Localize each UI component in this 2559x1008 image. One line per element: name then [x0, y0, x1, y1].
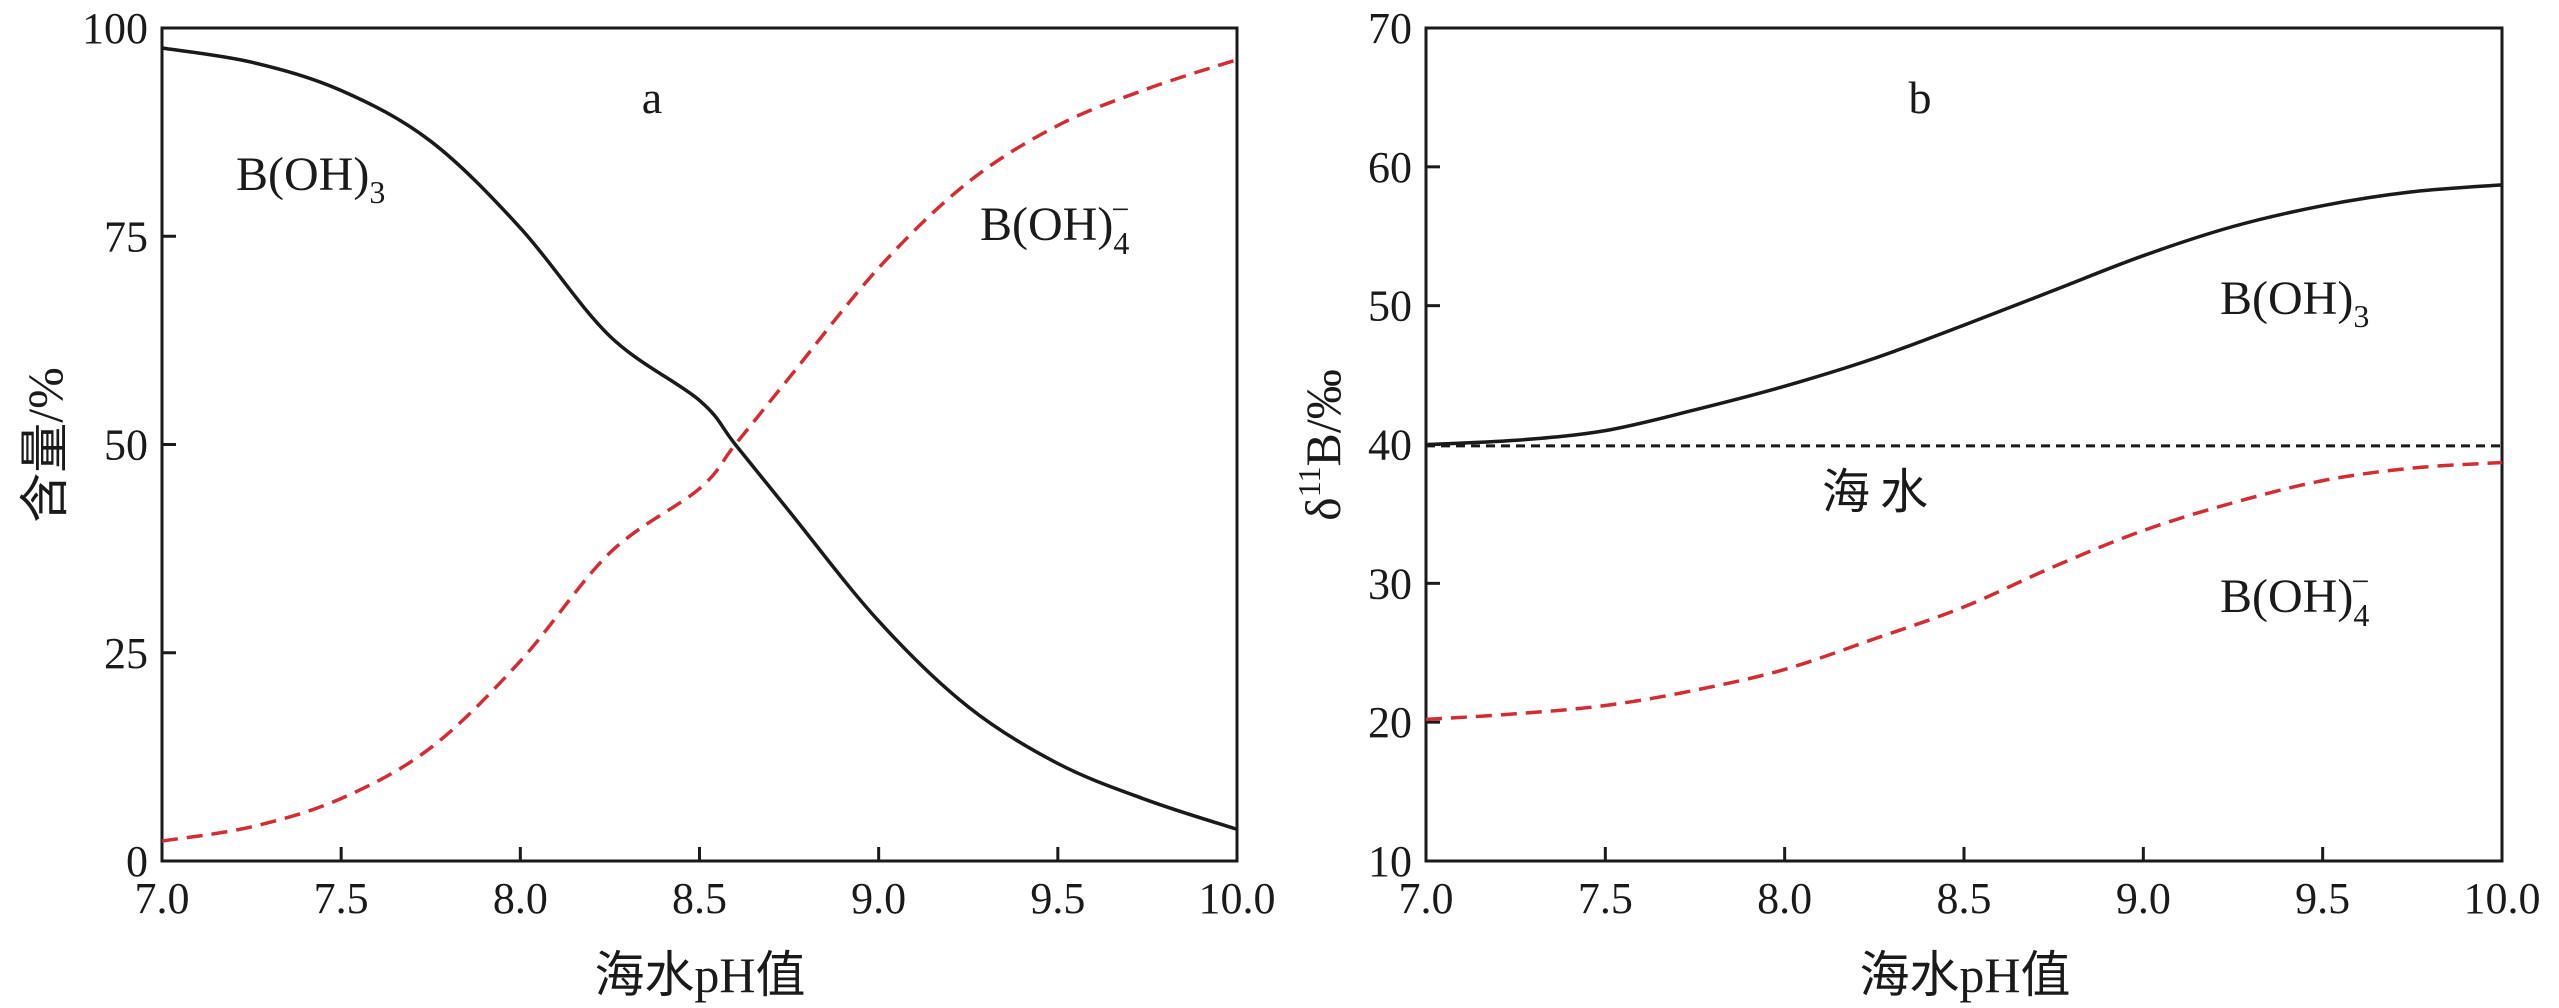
y-tick-label: 10 [1368, 837, 1412, 886]
panel-b-plot-frame [1424, 26, 2504, 863]
panel-a-y-axis-title: 含量/% [17, 367, 73, 523]
y-tick-label: 30 [1368, 559, 1412, 608]
panel-b-ticks: 7.0 7.5 8.0 8.5 9.0 9.5 10.0 10 20 30 40 50 60 70 [1368, 4, 2541, 923]
y-tick-label: 40 [1368, 421, 1412, 470]
y-tick-label: 60 [1368, 143, 1412, 192]
boric-acid-series-line [161, 46, 1238, 831]
panel-b-chart: 7.0 7.5 8.0 8.5 9.0 9.5 10.0 10 20 30 40 50 60 70 b B… [1291, 4, 2541, 1003]
panel-b-series [1425, 183, 2503, 722]
panel-b-letter: b [1909, 72, 1932, 123]
borate-series-line [1425, 460, 2503, 722]
x-tick-label: 7.0 [1399, 874, 1454, 923]
x-tick-label: 9.5 [2295, 874, 2350, 923]
x-tick-label: 7.5 [1578, 874, 1633, 923]
y-tick-label: 20 [1368, 698, 1412, 747]
panel-a-chart: 7.0 7.5 8.0 8.5 9.0 9.5 10.0 0 25 50 75 100 a B(OH)… [17, 4, 1276, 1003]
x-tick-label: 9.0 [851, 874, 906, 923]
panel-b-seawater-label: 海水 [1822, 466, 1938, 519]
panel-a-ticks: 7.0 7.5 8.0 8.5 9.0 9.5 10.0 0 25 50 75 100 [82, 4, 1276, 923]
y-tick-label: 50 [104, 421, 148, 470]
panel-a-x-axis-title: 海水pH值 [594, 947, 805, 1003]
x-tick-label: 8.0 [1757, 874, 1812, 923]
panel-a-letter: a [642, 72, 662, 123]
y-tick-label: 100 [82, 4, 148, 53]
panel-b-y-axis-delta: δ [1295, 497, 1351, 521]
panel-b-y-axis-superscript: 11 [1291, 466, 1327, 497]
y-tick-label: 75 [104, 212, 148, 261]
panel-b-x-axis-title: 海水pH值 [1859, 947, 2070, 1003]
x-tick-label: 9.5 [1030, 874, 1085, 923]
panel-a-borate-label: B(OH)4− [980, 191, 1129, 261]
x-tick-label: 8.5 [1937, 874, 1992, 923]
x-tick-label: 7.0 [135, 874, 190, 923]
y-tick-label: 70 [1368, 4, 1412, 53]
x-tick-label: 9.0 [2116, 874, 2171, 923]
x-tick-label: 7.5 [314, 874, 369, 923]
x-tick-label: 8.0 [493, 874, 548, 923]
x-tick-label: 10.0 [2464, 874, 2541, 923]
y-tick-label: 0 [126, 837, 148, 886]
x-tick-label: 8.5 [672, 874, 727, 923]
boric-acid-series-line [1425, 183, 2503, 447]
x-tick-label: 10.0 [1199, 874, 1276, 923]
panel-b-y-axis-title: δ11B/‰ [1291, 369, 1351, 521]
y-tick-label: 25 [104, 629, 148, 678]
panel-b-borate-label: B(OH)4− [2220, 563, 2369, 633]
panel-a-boric-acid-label: B(OH)3 [236, 148, 385, 210]
panel-b-y-axis-rest: B/‰ [1295, 369, 1351, 466]
panel-b-boric-acid-label: B(OH)3 [2220, 272, 2369, 334]
y-tick-label: 50 [1368, 282, 1412, 331]
panel-a-series [161, 46, 1238, 843]
borate-series-line [161, 58, 1238, 843]
